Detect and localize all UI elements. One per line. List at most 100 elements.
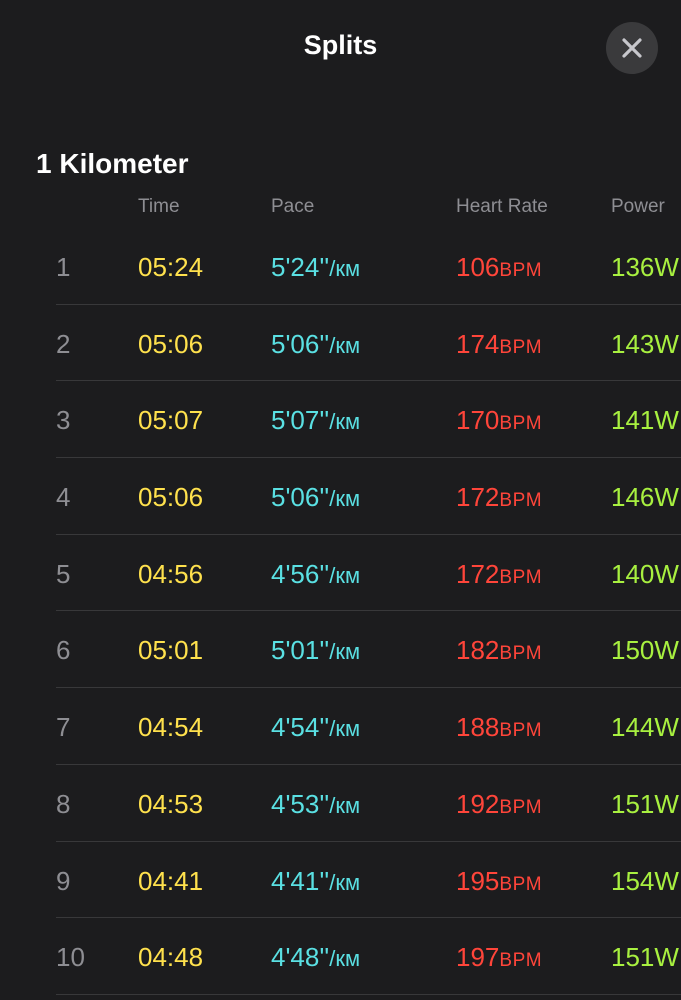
split-time: 04:48 (138, 942, 204, 973)
split-heart-rate-unit: BPM (499, 950, 543, 972)
split-time: 04:41 (138, 865, 204, 896)
split-pace-unit: /км (329, 409, 361, 435)
split-power-unit: W (654, 405, 679, 436)
split-power: 151W (611, 789, 679, 819)
split-heart-rate-value: 106 (456, 252, 500, 282)
split-pace-value: 5'06'' (271, 482, 330, 513)
split-power-value: 136 (611, 252, 655, 282)
split-power-unit: W (654, 252, 679, 282)
split-time: 04:53 (138, 788, 204, 819)
row-divider (56, 687, 681, 689)
split-row[interactable]: 4 05:06 5'06''/км 172BPM 146W (0, 458, 681, 535)
split-pace-value: 5'06'' (271, 328, 330, 359)
split-pace-value: 4'41'' (271, 865, 330, 896)
row-divider (56, 457, 681, 459)
split-heart-rate-unit: BPM (499, 796, 543, 818)
split-pace: 4'48''/км (271, 942, 360, 974)
split-heart-rate-value: 174 (456, 328, 500, 359)
split-heart-rate: 106BPM (456, 252, 542, 286)
row-divider (56, 380, 681, 382)
split-heart-rate: 172BPM (456, 559, 542, 593)
split-pace-value: 4'56'' (271, 558, 330, 589)
split-power-value: 146 (611, 482, 655, 513)
split-index: 4 (56, 482, 71, 513)
split-row[interactable]: 7 04:54 4'54''/км 188BPM 144W (0, 688, 681, 765)
row-divider (56, 763, 681, 765)
split-time: 05:01 (138, 635, 204, 666)
split-row[interactable]: 2 05:06 5'06''/км 174BPM 143W (0, 305, 681, 382)
split-row[interactable]: 6 05:01 5'01''/км 182BPM 150W (0, 611, 681, 689)
split-pace: 5'06''/км (271, 482, 360, 514)
split-power: 141W (611, 405, 679, 435)
split-power: 146W (611, 482, 679, 512)
split-heart-rate: 197BPM (456, 942, 542, 976)
split-row[interactable]: 8 04:53 4'53''/км 192BPM 151W (0, 765, 681, 842)
split-power-value: 144 (611, 712, 655, 743)
close-button[interactable] (606, 22, 658, 74)
split-heart-rate-unit: BPM (499, 720, 543, 742)
split-row[interactable]: 10 04:48 4'48''/км 197BPM 151W (0, 918, 681, 995)
column-headers: Time Pace Heart Rate Power (0, 196, 681, 226)
split-heart-rate: 192BPM (456, 789, 542, 823)
split-index: 6 (56, 635, 71, 666)
split-heart-rate-unit: BPM (499, 413, 543, 435)
split-index: 10 (56, 942, 85, 973)
split-pace-unit: /км (329, 792, 361, 818)
split-index: 1 (56, 252, 71, 282)
split-pace: 5'01''/км (271, 635, 360, 667)
splits-list: 1 05:24 5'24''/км 106BPM 136W 2 05:06 5'06''/км… (0, 228, 681, 995)
split-heart-rate: 182BPM (456, 635, 542, 669)
split-power-value: 154 (611, 865, 655, 896)
split-power-unit: W (654, 328, 679, 359)
header: Splits (0, 0, 681, 92)
split-index: 2 (56, 328, 71, 359)
split-heart-rate-unit: BPM (499, 643, 543, 665)
split-pace-unit: /км (329, 486, 361, 512)
page-title: Splits (303, 30, 378, 60)
split-heart-rate: 170BPM (456, 405, 542, 439)
split-pace: 5'06''/км (271, 329, 360, 361)
row-divider (56, 533, 681, 535)
split-pace-unit: /км (329, 869, 361, 895)
split-pace-value: 5'24'' (271, 252, 330, 282)
split-power: 136W (611, 252, 679, 282)
split-pace: 4'53''/км (271, 789, 360, 821)
split-pace: 5'07''/км (271, 405, 360, 437)
split-power-unit: W (654, 788, 679, 819)
split-pace-unit: /км (329, 639, 361, 665)
split-index: 9 (56, 865, 71, 896)
split-index: 3 (56, 405, 71, 436)
split-time: 05:24 (138, 252, 204, 282)
split-power: 140W (611, 559, 679, 589)
split-row[interactable]: 5 04:56 4'56''/км 172BPM 140W (0, 535, 681, 612)
split-heart-rate-unit: BPM (499, 873, 543, 895)
split-index: 5 (56, 558, 71, 589)
split-power-unit: W (654, 635, 679, 666)
split-row[interactable]: 3 05:07 5'07''/км 170BPM 141W (0, 381, 681, 459)
split-row[interactable]: 9 04:41 4'41''/км 195BPM 154W (0, 842, 681, 919)
split-power-value: 141 (611, 405, 655, 436)
split-pace-value: 5'07'' (271, 405, 330, 436)
split-time: 05:06 (138, 328, 204, 359)
split-row[interactable]: 1 05:24 5'24''/км 106BPM 136W (0, 228, 681, 305)
split-pace: 4'54''/км (271, 712, 360, 744)
split-power-value: 151 (611, 942, 655, 973)
split-heart-rate-value: 172 (456, 558, 500, 589)
row-divider (56, 993, 681, 995)
row-divider (56, 917, 681, 919)
split-pace: 5'24''/км (271, 252, 360, 284)
split-time: 04:54 (138, 712, 204, 743)
split-heart-rate-value: 197 (456, 942, 500, 973)
split-power-value: 150 (611, 635, 655, 666)
split-time: 04:56 (138, 558, 204, 589)
split-power: 150W (611, 635, 679, 665)
split-power-unit: W (654, 712, 679, 743)
split-heart-rate: 195BPM (456, 866, 542, 900)
split-power-unit: W (654, 482, 679, 513)
split-power-value: 140 (611, 558, 655, 589)
split-power-unit: W (654, 942, 679, 973)
split-pace: 4'56''/км (271, 559, 360, 591)
split-pace-unit: /км (329, 562, 361, 588)
row-divider (56, 840, 681, 842)
column-header-heart-rate: Heart Rate (456, 196, 548, 217)
